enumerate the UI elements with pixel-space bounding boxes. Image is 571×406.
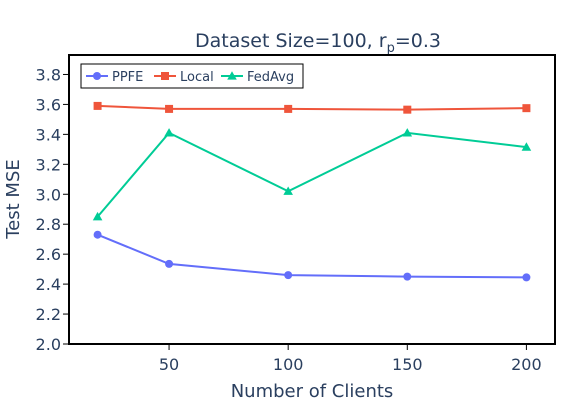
legend-swatch-marker [227, 71, 237, 80]
legend-label: Local [180, 70, 214, 85]
data-point [93, 230, 102, 239]
data-point [402, 128, 413, 137]
x-axis-ticks: 50 100 150 200 [159, 344, 542, 374]
x-tick-label: 150 [392, 355, 423, 374]
legend-swatch-marker [93, 72, 101, 80]
x-tick-label: 100 [273, 355, 304, 374]
data-point [92, 211, 103, 221]
data-point [522, 104, 531, 113]
data-point [521, 142, 532, 151]
data-point [164, 128, 174, 137]
data-point [283, 186, 293, 195]
y-tick-label: 3.4 [36, 125, 61, 144]
series-layer [92, 101, 532, 282]
x-tick-label: 200 [511, 355, 542, 374]
y-tick-label: 3.2 [36, 155, 61, 174]
data-point [165, 104, 174, 113]
plot-area [68, 54, 556, 345]
series-ppfe [93, 230, 531, 282]
legend: PPFE Local FedAvg [80, 63, 304, 89]
data-point [284, 104, 293, 113]
x-tick-label: 50 [159, 355, 179, 374]
y-tick-label: 2.6 [36, 245, 61, 264]
chart-title-tail: =0.3 [395, 30, 441, 52]
legend-item-local: Local [154, 70, 214, 85]
data-point [403, 272, 412, 281]
data-point [93, 101, 102, 110]
legend-swatch-marker [161, 72, 169, 80]
y-axis-ticks: 2.0 2.2 2.4 2.6 2.8 3.0 3.2 3.4 3.6 3.8 [36, 65, 69, 354]
y-tick-label: 2.2 [36, 305, 61, 324]
y-tick-label: 3.0 [36, 185, 61, 204]
legend-box [80, 63, 304, 89]
legend-item-ppfe: PPFE [86, 70, 143, 85]
y-tick-label: 3.6 [36, 95, 61, 114]
y-tick-label: 2.8 [36, 215, 61, 234]
data-point [522, 273, 531, 282]
data-point [165, 259, 174, 268]
y-tick-label: 2.0 [36, 335, 61, 354]
y-tick-label: 3.8 [36, 65, 61, 84]
data-point [284, 271, 293, 280]
x-axis-title: Number of Clients [231, 381, 394, 402]
legend-label: PPFE [112, 70, 143, 85]
data-point [403, 105, 412, 114]
series-fedavg [92, 128, 532, 221]
series-local [93, 101, 531, 114]
legend-item-fedavg: FedAvg [221, 70, 294, 85]
chart-title-main: Dataset Size=100, r [195, 30, 387, 52]
chart-title: Dataset Size=100, rp=0.3 [195, 30, 441, 56]
y-axis-title: Test MSE [3, 159, 24, 240]
chart-title-subscript: p [387, 41, 395, 56]
legend-label: FedAvg [247, 70, 294, 85]
y-tick-label: 2.4 [36, 275, 61, 294]
